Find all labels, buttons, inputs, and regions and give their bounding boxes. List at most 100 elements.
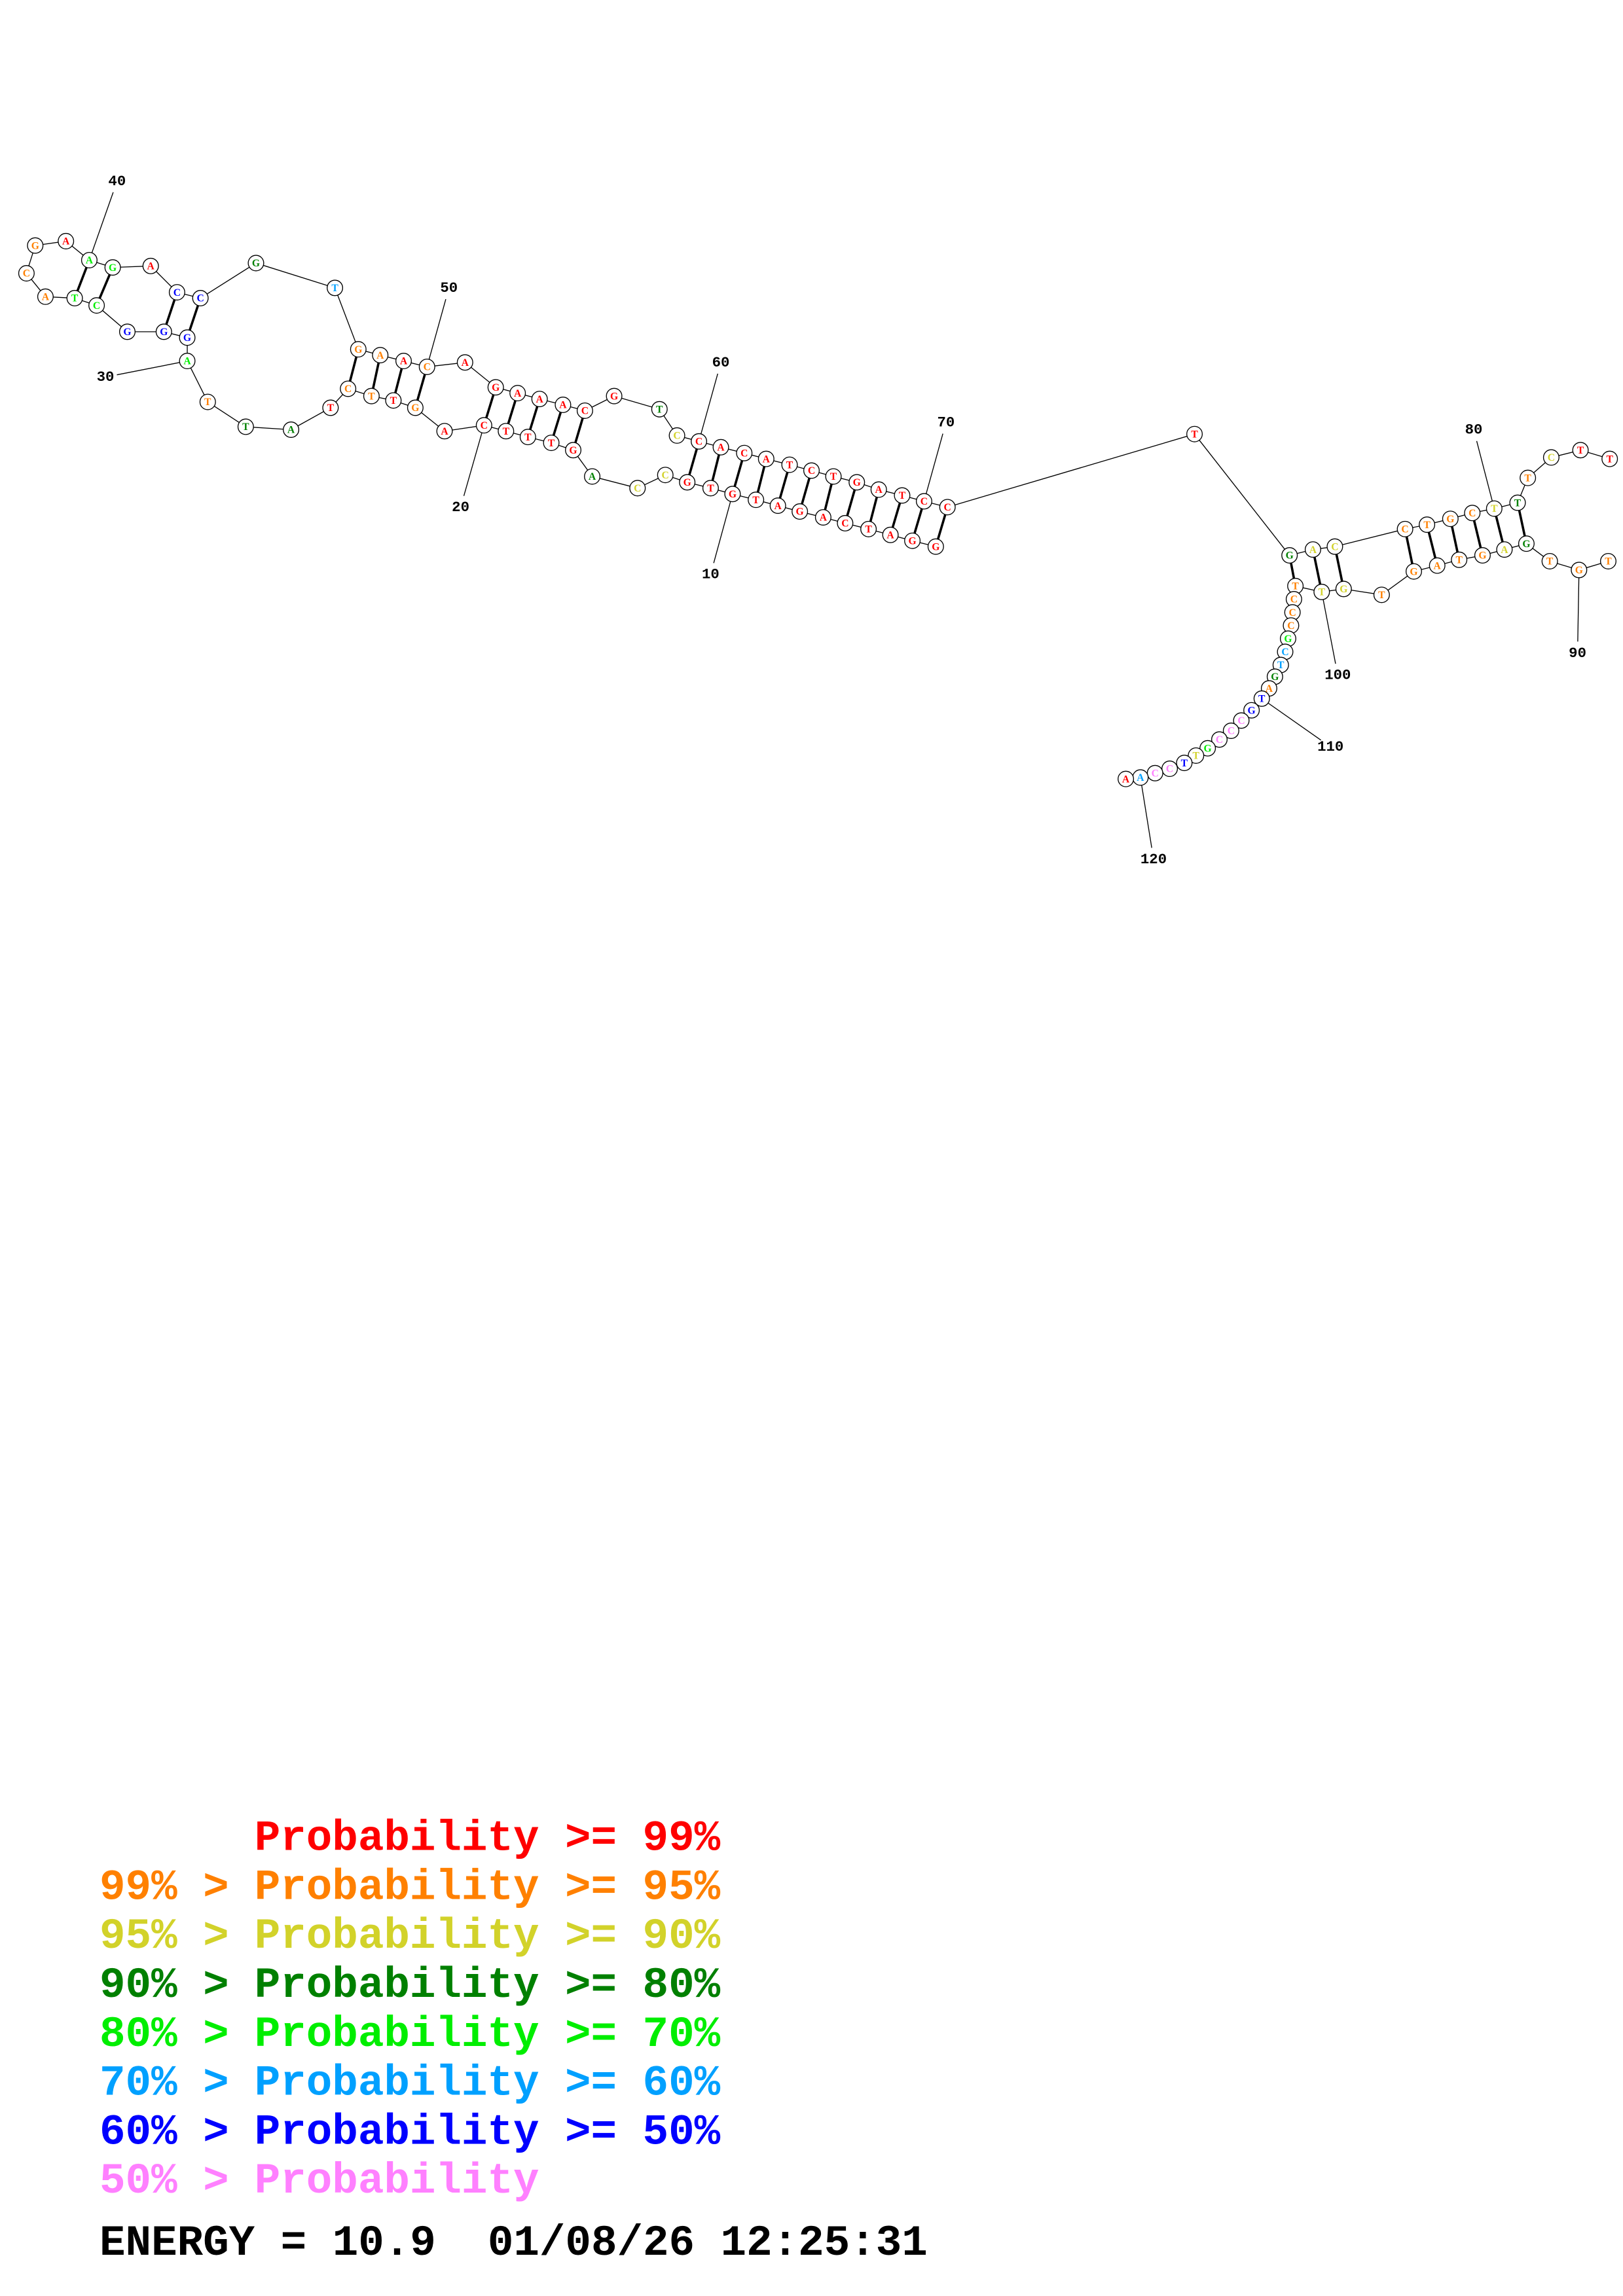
nucleotide: T — [204, 397, 211, 408]
nucleotide-circle — [104, 259, 121, 276]
nucleotide-circle — [1222, 722, 1239, 739]
label-leader — [698, 373, 718, 442]
nucleotide-circle — [1599, 552, 1616, 569]
nucleotide-circle — [1405, 563, 1422, 580]
nucleotide-circle — [179, 353, 196, 370]
nucleotide-circle — [81, 251, 98, 268]
nucleotide: A — [514, 388, 522, 399]
nucleotide: T — [1577, 445, 1584, 456]
nucleotide-circle — [327, 279, 344, 296]
nucleotide: A — [376, 350, 384, 361]
nucleotide-circle — [1542, 449, 1559, 466]
nucleotide-circle — [781, 456, 798, 473]
nucleotide: A — [441, 426, 448, 437]
nucleotide: C — [1288, 607, 1296, 619]
nucleotide-circle — [283, 421, 300, 438]
position-label: 40 — [108, 173, 126, 190]
nucleotide: C — [173, 287, 181, 298]
nucleotide: A — [774, 501, 782, 512]
nucleotide-circle — [27, 237, 44, 254]
nucleotide: G — [1271, 672, 1279, 683]
label-leader — [1577, 569, 1580, 642]
nucleotide-circle — [882, 526, 899, 543]
nucleotide-circle — [322, 399, 339, 416]
legend-prefix: 60% > — [100, 2108, 229, 2157]
nucleotide-circle — [904, 532, 921, 549]
nucleotide-circle — [1281, 547, 1298, 564]
nucleotide: T — [503, 426, 510, 437]
nucleotide: T — [752, 495, 759, 506]
nucleotide: C — [740, 448, 748, 459]
nucleotide: C — [921, 496, 928, 507]
nucleotide: A — [875, 484, 883, 495]
nucleotide: A — [1501, 545, 1508, 556]
position-label: 50 — [440, 279, 458, 296]
nucleotide-circle — [237, 418, 254, 435]
position-label: 30 — [97, 368, 115, 386]
nucleotide-circle — [1518, 535, 1535, 552]
nucleotide-circle — [1572, 442, 1589, 459]
nucleotide: T — [1546, 556, 1554, 567]
nucleotide-circle — [565, 442, 582, 459]
nucleotide-circle — [702, 480, 719, 497]
label-leader — [1321, 592, 1336, 664]
label-leader — [117, 360, 188, 376]
nucleotide-circle — [894, 487, 911, 504]
nucleotide-circle — [1253, 690, 1270, 707]
nucleotide: T — [1524, 473, 1531, 484]
nucleotide-circle — [1326, 538, 1343, 555]
label-leader — [88, 192, 114, 260]
nucleotide-circle — [860, 520, 877, 537]
nucleotide: A — [559, 400, 567, 411]
nucleotide: A — [1137, 772, 1144, 783]
nucleotide: T — [1605, 556, 1612, 567]
nucleotide: A — [1309, 545, 1317, 556]
nucleotide: C — [1401, 524, 1408, 535]
nucleotide: A — [42, 291, 50, 302]
nucleotide: C — [481, 420, 488, 431]
legend-prefix: 70% > — [100, 2059, 229, 2108]
label-leader — [923, 433, 943, 502]
nucleotide-circle — [1464, 505, 1481, 522]
nucleotide: T — [707, 483, 714, 494]
nucleotide: G — [160, 327, 168, 338]
nucleotide: G — [31, 240, 39, 251]
nucleotide-circle — [247, 255, 264, 272]
label-leader — [463, 425, 484, 496]
nucleotide-circle — [657, 467, 674, 484]
nucleotide-circle — [1442, 511, 1459, 528]
nucleotide-circle — [1186, 425, 1203, 442]
nucleotide-circle — [792, 503, 809, 520]
nucleotide-circle — [915, 493, 932, 510]
nucleotide: G — [932, 541, 939, 552]
nucleotide-circle — [1451, 551, 1468, 568]
nucleotide: T — [786, 459, 793, 471]
nucleotide: T — [331, 283, 338, 294]
nucleotide: T — [368, 391, 375, 402]
nucleotide: G — [853, 477, 861, 488]
position-label: 70 — [938, 414, 955, 431]
nucleotide-circle — [1396, 520, 1413, 537]
nucleotide-circle — [199, 393, 216, 410]
nucleotide: C — [662, 470, 669, 481]
nucleotide-circle — [1474, 547, 1491, 564]
legend-label: Probability >= 60% — [255, 2059, 721, 2108]
nucleotide: A — [400, 356, 408, 367]
nucleotide: T — [1181, 758, 1188, 769]
nucleotide: C — [581, 406, 589, 417]
nucleotide: T — [656, 404, 663, 415]
nucleotide: G — [252, 258, 260, 269]
nucleotide-circle — [679, 474, 696, 491]
nucleotide-circle — [555, 397, 572, 414]
nucleotide: G — [1284, 634, 1292, 645]
nucleotide: T — [242, 422, 249, 433]
nucleotide: G — [610, 391, 618, 402]
nucleotide: G — [1410, 566, 1417, 577]
nucleotide: T — [1277, 660, 1285, 671]
nucleotide: C — [23, 268, 30, 279]
nucleotide: A — [86, 255, 94, 266]
nucleotide: G — [1340, 584, 1347, 595]
nucleotide: G — [684, 477, 691, 488]
